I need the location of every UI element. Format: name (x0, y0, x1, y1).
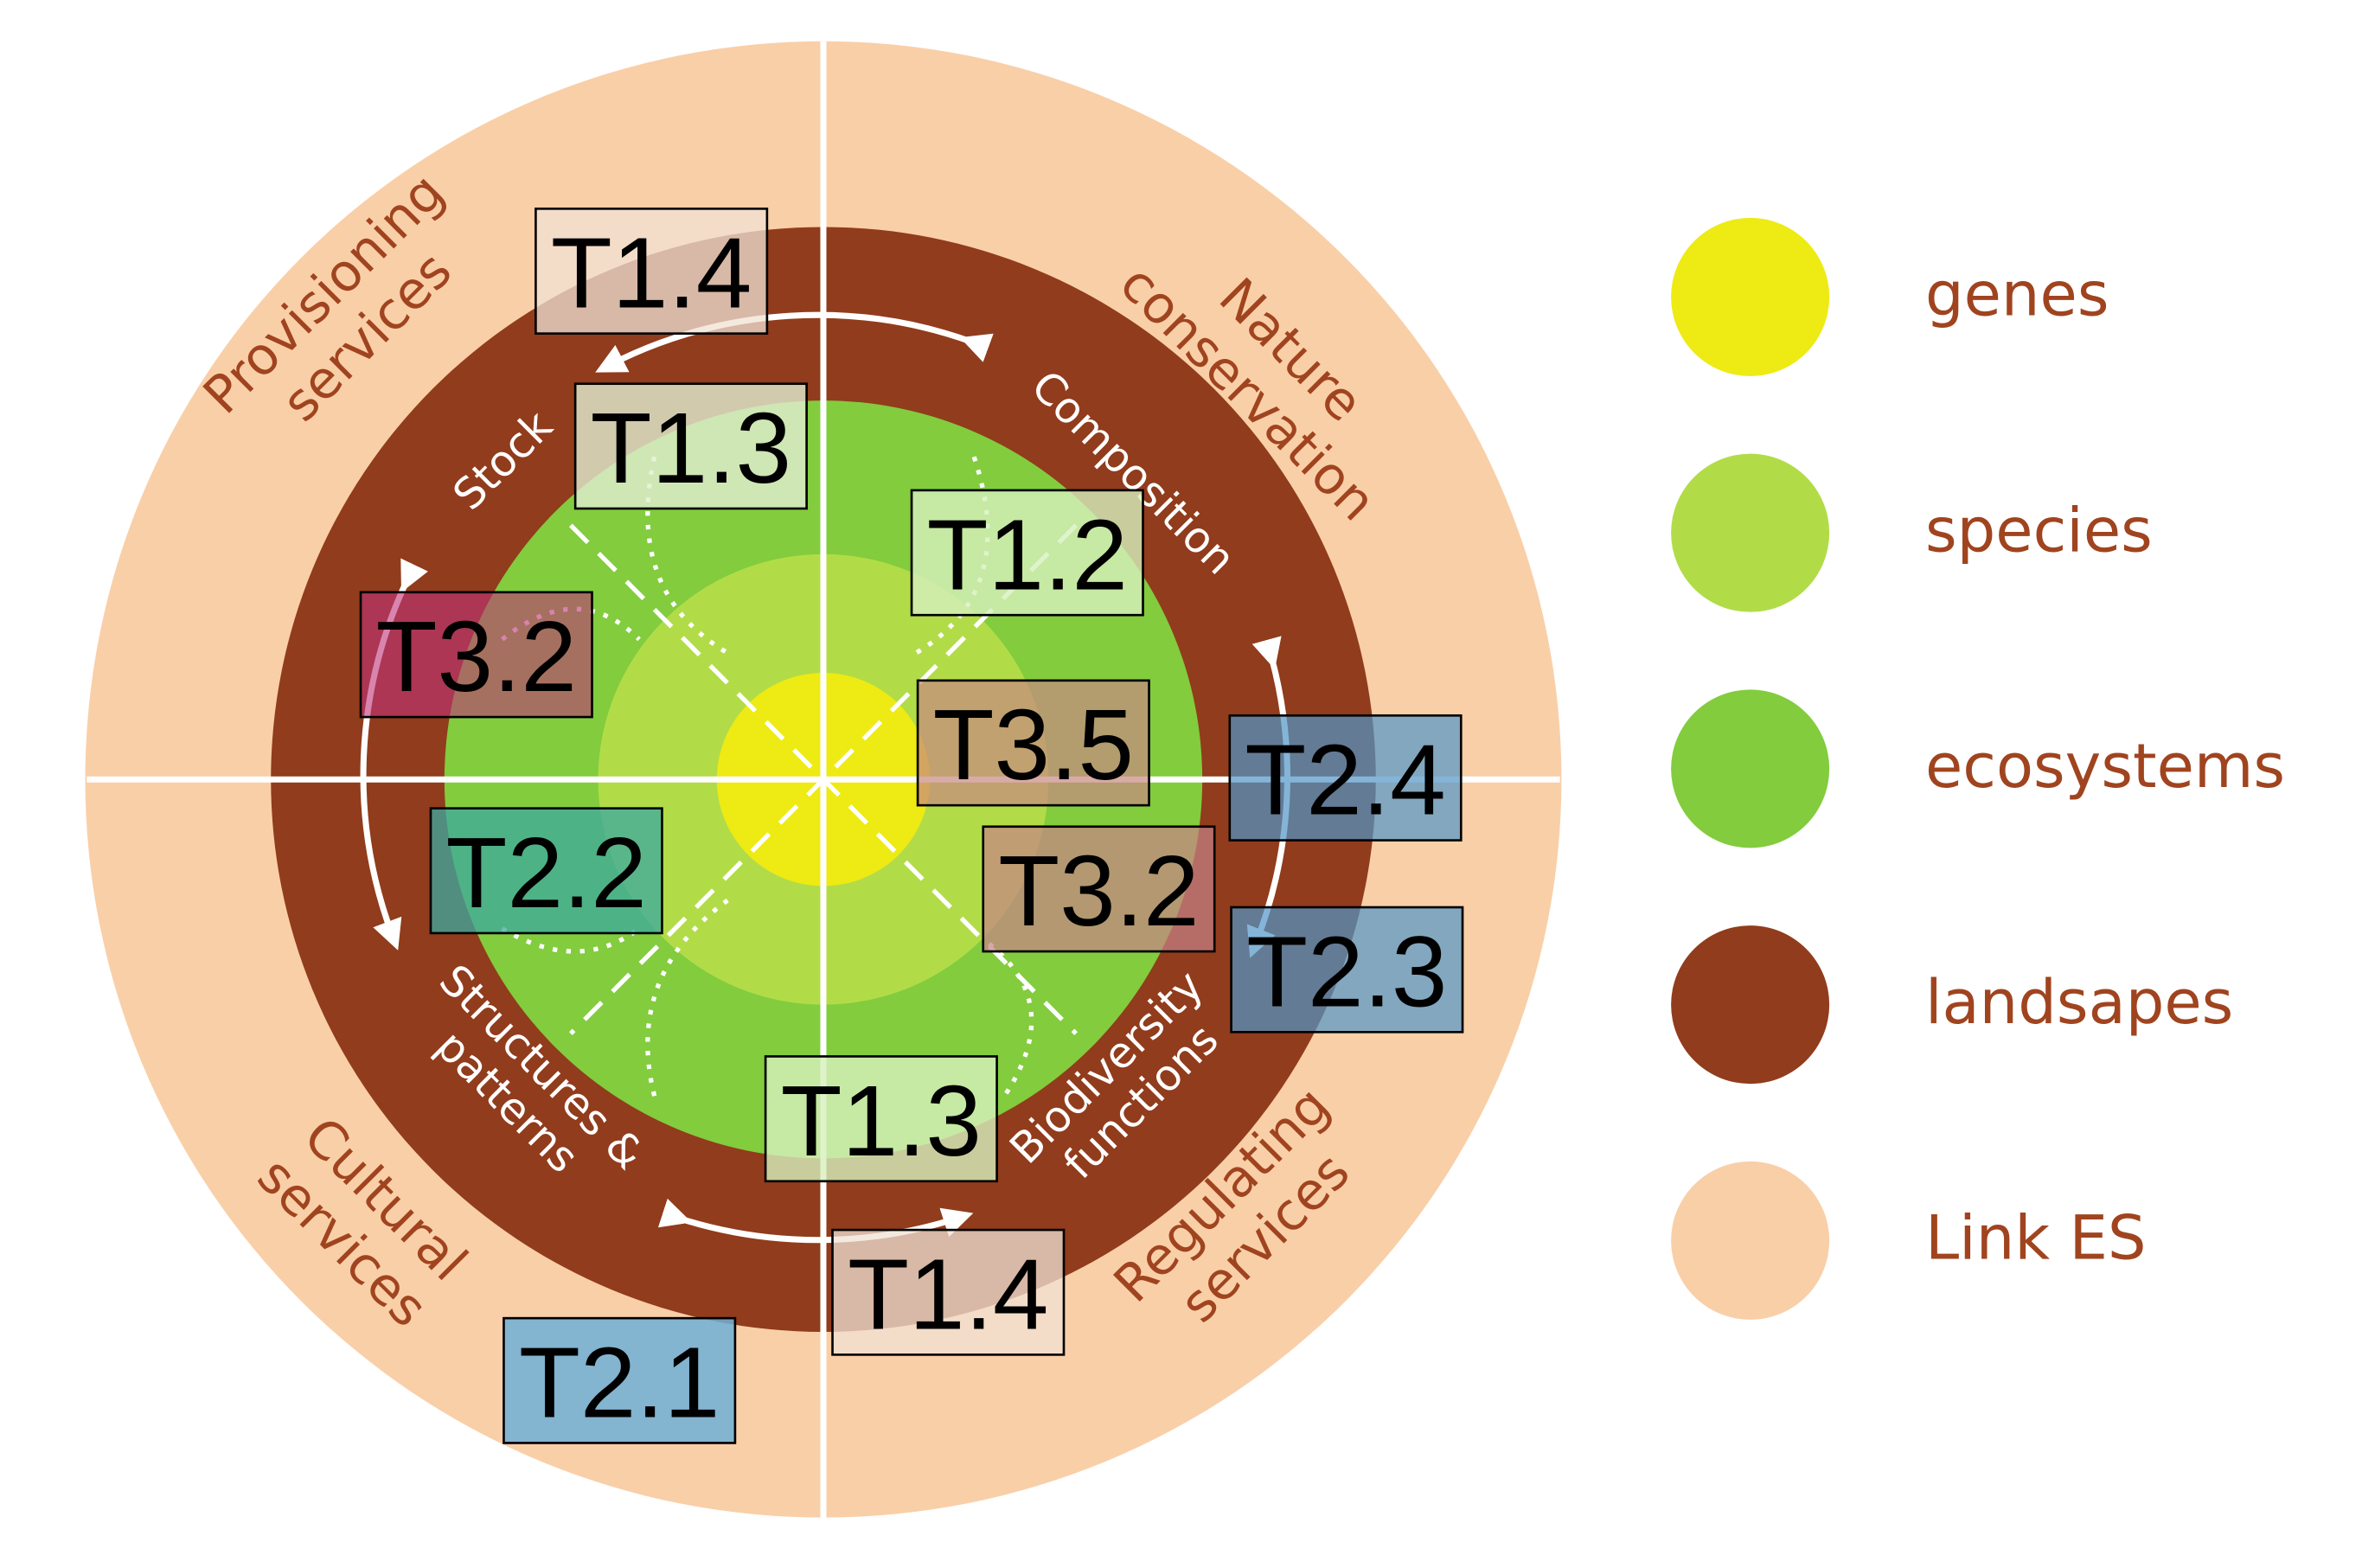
task-label: T3.2 (998, 835, 1199, 947)
legend-swatch (1671, 925, 1830, 1085)
task-box (831, 1228, 1066, 1356)
legend-label: Link ES (1925, 1203, 2147, 1274)
legend-label: species (1925, 495, 2153, 566)
task-box (982, 825, 1216, 953)
task-box (916, 679, 1150, 807)
task-box (910, 489, 1144, 617)
task-label: T2.1 (519, 1327, 720, 1439)
legend-swatch (1671, 1161, 1830, 1320)
task-box (573, 382, 808, 510)
task-label: T1.3 (781, 1065, 982, 1177)
task-label: T2.4 (1245, 724, 1445, 836)
legend-label: landsapes (1925, 967, 2233, 1038)
task-box (502, 1316, 737, 1444)
task-box (534, 208, 769, 335)
task-boxes: T1.4 T1.3 T1.2 T3.2 T3.5 T2.4 T2.2 T3.2 T2.3 T1.3… (359, 208, 1464, 1444)
legend-swatch (1671, 453, 1830, 612)
task-label: T3.5 (933, 688, 1134, 801)
task-label: T3.2 (376, 600, 577, 713)
task-label: T1.2 (927, 498, 1128, 611)
task-label: T1.4 (551, 217, 752, 330)
task-box (429, 807, 663, 935)
task-label: T2.3 (1246, 915, 1447, 1027)
task-box (1230, 906, 1464, 1034)
task-label: T1.3 (591, 392, 791, 504)
legend-label: genes (1925, 259, 2109, 330)
task-box (764, 1055, 998, 1183)
task-label: T2.2 (446, 816, 647, 929)
task-box (1228, 714, 1463, 842)
legend-label: ecosystems (1925, 731, 2285, 802)
task-label: T1.4 (848, 1238, 1048, 1350)
legend: genes species ecosystems landsapes Link ES (1671, 217, 2285, 1320)
task-box (359, 591, 593, 719)
legend-swatch (1671, 217, 1830, 376)
legend-swatch (1671, 689, 1830, 848)
